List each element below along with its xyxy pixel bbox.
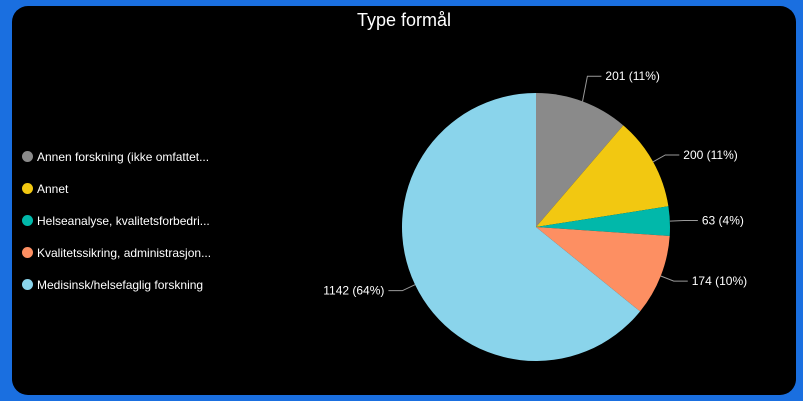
pie-slice[interactable] (402, 93, 641, 362)
legend-label: Kvalitetssikring, administrasjon... (37, 245, 212, 260)
pie-slice[interactable] (536, 206, 670, 236)
legend-label: Helseanalyse, kvalitetsforbedri... (37, 213, 210, 228)
legend-item[interactable]: Annet (22, 181, 211, 196)
data-label: 201 (11%) (605, 69, 659, 83)
legend-swatch (22, 247, 33, 258)
pie-slice[interactable] (536, 227, 670, 312)
legend-swatch (22, 215, 33, 226)
legend-item[interactable]: Annen forskning (ikke omfattet... (22, 149, 211, 164)
legend-item[interactable]: Kvalitetssikring, administrasjon... (22, 245, 211, 260)
chart-legend: Annen forskning (ikke omfattet... Annet He… (22, 149, 211, 309)
legend-item[interactable]: Medisinsk/helsefaglig forskning (22, 277, 211, 292)
legend-label: Annen forskning (ikke omfattet... (37, 149, 210, 164)
data-label: 174 (10%) (692, 274, 747, 288)
legend-swatch (22, 279, 33, 290)
legend-swatch (22, 151, 33, 162)
legend-label: Annet (37, 181, 69, 196)
leader-line (660, 275, 688, 282)
legend-swatch (22, 183, 33, 194)
chart-card: Type formål Annen forskning (ikke omfatt… (12, 6, 796, 395)
leader-line (669, 219, 698, 222)
legend-item[interactable]: Helseanalyse, kvalitetsforbedri... (22, 213, 211, 228)
leader-line (652, 154, 680, 163)
pie-slice[interactable] (536, 125, 669, 227)
chart-title: Type formål (356, 10, 452, 30)
data-label: 63 (4%) (702, 213, 744, 227)
leader-line (582, 75, 602, 102)
leader-line (388, 284, 416, 292)
data-label: 200 (11%) (683, 148, 737, 162)
data-label: 1142 (64%) (323, 284, 384, 298)
pie-slice[interactable] (536, 93, 624, 227)
pie-chart: 201 (11%) 200 (11%) 63 (4%) 174 (10%) 1142 (… (323, 69, 747, 362)
legend-label: Medisinsk/helsefaglig forskning (37, 277, 204, 292)
